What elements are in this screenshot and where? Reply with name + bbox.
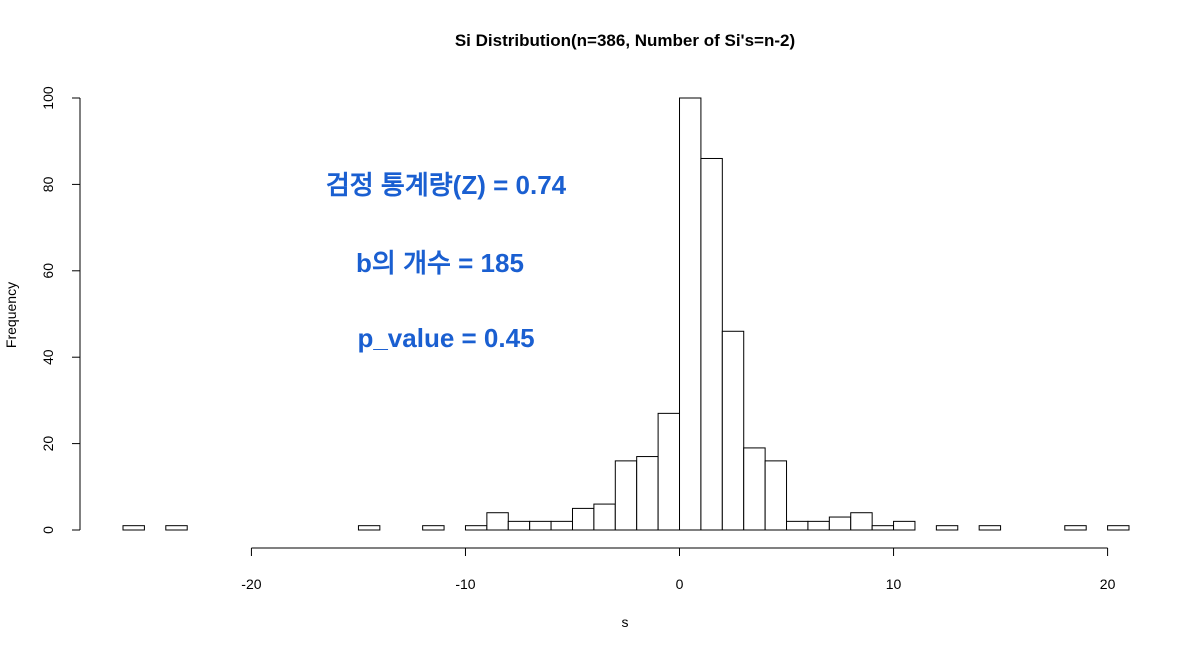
annotation-b-count: b의 개수 = 185 xyxy=(356,248,524,278)
histogram-bar xyxy=(165,525,188,531)
y-tick-label: 80 xyxy=(40,176,56,192)
histogram-bar xyxy=(464,525,488,531)
chart-title: Si Distribution(n=386, Number of Si's=n-… xyxy=(455,31,795,50)
histogram-bar xyxy=(486,512,509,531)
histogram-bar xyxy=(657,412,681,531)
y-tick-label: 60 xyxy=(40,263,56,279)
annotation-p-value: p_value = 0.45 xyxy=(357,323,534,353)
histogram-bar xyxy=(507,520,531,531)
histogram-bar xyxy=(529,520,552,531)
histogram-bar xyxy=(122,525,145,531)
y-tick-label: 40 xyxy=(40,349,56,365)
histogram-bar xyxy=(1064,525,1087,531)
x-tick-label: -10 xyxy=(455,576,475,592)
histogram-bar xyxy=(978,525,1002,531)
histogram-bar xyxy=(636,456,659,531)
y-axis-label: Frequency xyxy=(3,282,19,348)
y-tick-label: 0 xyxy=(40,526,56,534)
histogram-bar xyxy=(935,525,959,531)
histogram-bar xyxy=(871,525,895,531)
histogram-bar xyxy=(743,447,766,531)
histogram-bar xyxy=(764,460,788,531)
y-tick-label: 20 xyxy=(40,436,56,452)
x-axis-label: s xyxy=(622,614,629,630)
x-tick-label: -20 xyxy=(241,576,261,592)
histogram-bar xyxy=(550,520,573,531)
histogram-bar xyxy=(614,460,638,531)
histogram-bar xyxy=(700,157,723,531)
x-axis: -20 -10 0 10 20 xyxy=(241,547,1116,592)
histogram-bar xyxy=(786,520,809,531)
annotations-group: 검정 통계량(Z) = 0.74 b의 개수 = 185 p_value = 0… xyxy=(326,170,567,353)
bars-group xyxy=(122,97,1130,531)
histogram-bar xyxy=(893,520,916,531)
histogram-bar xyxy=(721,330,745,531)
histogram-bar xyxy=(357,525,381,531)
y-axis: 0 20 40 60 80 100 xyxy=(40,86,81,534)
histogram-bar xyxy=(593,503,616,531)
histogram-bar xyxy=(828,516,852,531)
histogram-bar xyxy=(807,520,830,531)
histogram-bar xyxy=(422,525,445,531)
x-tick-label: 0 xyxy=(676,576,684,592)
x-tick-label: 20 xyxy=(1100,576,1116,592)
histogram-bar xyxy=(571,507,595,531)
histogram-bar xyxy=(850,512,873,531)
y-tick-label: 100 xyxy=(40,86,56,110)
histogram-bar xyxy=(1107,525,1130,531)
annotation-test-statistic: 검정 통계량(Z) = 0.74 xyxy=(326,170,567,200)
histogram-bar xyxy=(679,97,702,531)
x-tick-label: 10 xyxy=(886,576,902,592)
